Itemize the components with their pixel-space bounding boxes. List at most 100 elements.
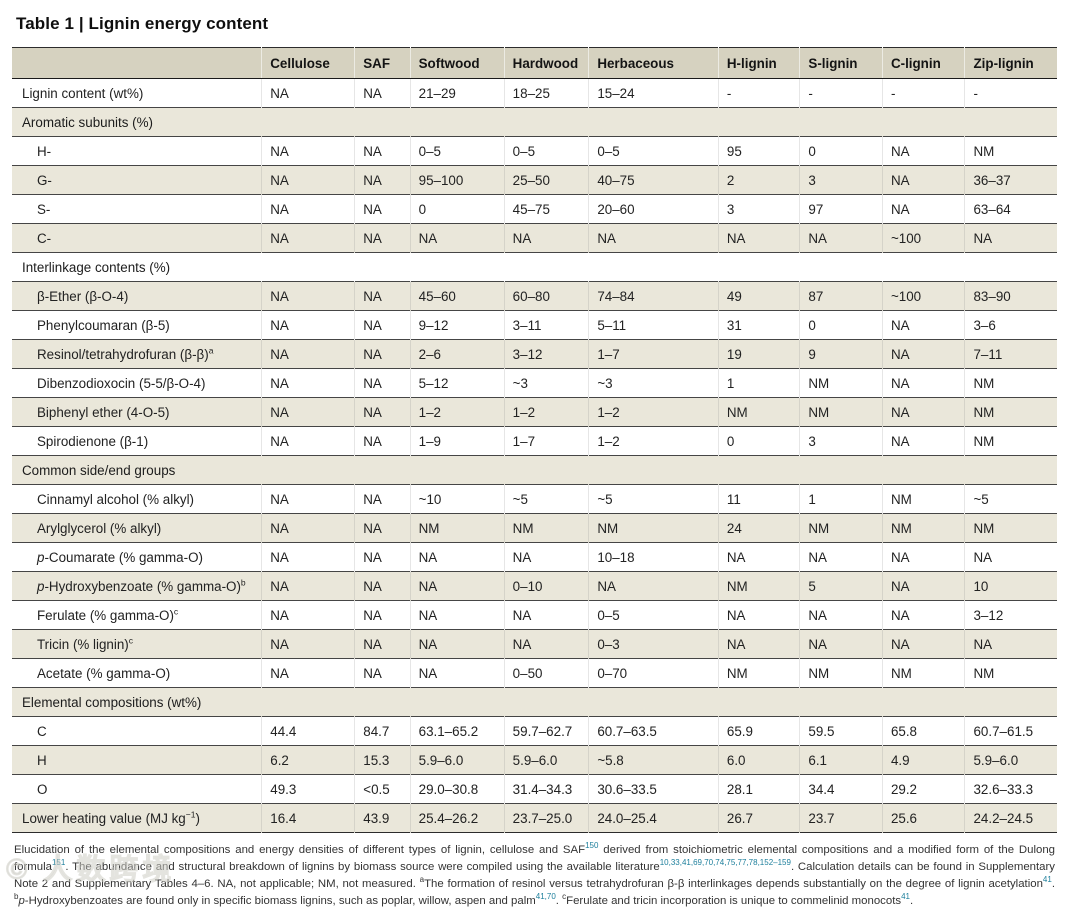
table-cell: NA xyxy=(881,542,965,572)
table-cell: NA xyxy=(881,339,965,369)
table-cell: 5 xyxy=(799,571,883,601)
table-cell: ~3 xyxy=(588,368,719,398)
table-cell: 31 xyxy=(717,310,800,340)
table-cell: 49 xyxy=(717,281,800,311)
row-label: Arylglycerol (% alkyl) xyxy=(12,513,262,543)
table-cell: 1–7 xyxy=(588,339,719,369)
row-label: Acetate (% gamma-O) xyxy=(37,665,171,681)
table-cell: NA xyxy=(354,310,411,340)
table-row: G- NA NA 95–100 25–50 40–75 2 3 NA 36–37 xyxy=(12,165,1057,195)
table-cell: 3–11 xyxy=(503,310,589,340)
column-header-hardwood: Hardwood xyxy=(503,47,589,79)
header-row: Cellulose SAF Softwood Hardwood Herbaceous H-… xyxy=(12,47,1057,79)
row-label: p-Hydroxybenzoate (% gamma-O)b xyxy=(12,571,262,601)
table-cell: ~5 xyxy=(503,484,589,514)
column-header-softwood: Softwood xyxy=(409,47,505,79)
section-row: Interlinkage contents (%) xyxy=(12,252,1057,282)
table-cell: NM xyxy=(964,368,1057,398)
table-cell: 63.1–65.2 xyxy=(409,716,505,746)
table-cell: 20–60 xyxy=(588,194,719,224)
table-cell: NA xyxy=(588,571,719,601)
table-row: Lignin content (wt%) NA NA 21–29 18–25 15–24-… xyxy=(12,78,1057,108)
table-cell: NM xyxy=(588,513,719,543)
table-cell: 5–11 xyxy=(588,310,719,340)
table-cell: 0–5 xyxy=(503,136,589,166)
table-cell: 10 xyxy=(964,571,1057,601)
table-cell: 23.7–25.0 xyxy=(503,803,589,833)
table-cell: 19 xyxy=(717,339,800,369)
table-row: Dibenzodioxocin (5-5/β-O-4) NA NA 5–12 ~3 ~3 1… xyxy=(12,368,1057,398)
table-cell: NM xyxy=(964,136,1057,166)
table-cell: NA xyxy=(964,223,1057,253)
table-row: Resinol/tetrahydrofuran (β-β)a NA NA 2–6 3–1… xyxy=(12,339,1057,369)
table-row: Spirodienone (β-1) NA NA 1–9 1–7 1–2 0 3 NA NM xyxy=(12,426,1057,456)
table-cell: 24.2–24.5 xyxy=(964,803,1057,833)
table-cell: 29.2 xyxy=(881,774,965,804)
table-cell: 24 xyxy=(717,513,800,543)
table-cell: 3 xyxy=(799,426,883,456)
row-label: Spirodienone (β-1) xyxy=(37,433,149,449)
table-cell: 1–2 xyxy=(588,426,719,456)
table-cell: 3–12 xyxy=(503,339,589,369)
table-cell: NA xyxy=(409,571,505,601)
table-row: S- NA NA 0 45–75 20–60 3 97 NA 63–64 xyxy=(12,194,1057,224)
table-cell: 25.4–26.2 xyxy=(409,803,505,833)
table-cell: NM xyxy=(717,658,800,688)
column-header-zip-lignin: Zip-lignin xyxy=(964,47,1057,79)
table-cell: 28.1 xyxy=(717,774,800,804)
table-cell: NA xyxy=(799,542,883,572)
column-header-saf: SAF xyxy=(354,47,411,79)
table-cell: 40–75 xyxy=(588,165,719,195)
table-cell: NA xyxy=(261,136,355,166)
row-label: Resinol/tetrahydrofuran (β-β)a xyxy=(12,339,262,369)
table-cell: ~100 xyxy=(881,223,965,253)
column-header-herbaceous: Herbaceous xyxy=(588,47,719,79)
table-cell: NA xyxy=(881,165,965,195)
table-cell: 1–2 xyxy=(503,397,589,427)
table-cell: - xyxy=(799,78,883,108)
row-label: Lower heating value (MJ kg−1) xyxy=(12,803,262,833)
table-cell: 63–64 xyxy=(964,194,1057,224)
table-cell: 9–12 xyxy=(409,310,505,340)
table-cell: 21–29 xyxy=(409,78,505,108)
table-cell: NM xyxy=(799,368,883,398)
table-cell: NA xyxy=(354,658,411,688)
row-label: Dibenzodioxocin (5-5/β-O-4) xyxy=(37,375,206,391)
table-row: Ferulate (% gamma-O)c NA NA NA NA 0–5 NA NA NA 3–… xyxy=(12,600,1057,630)
table-cell: 74–84 xyxy=(588,281,719,311)
table-cell: NA xyxy=(261,78,355,108)
table-cell: 3 xyxy=(717,194,800,224)
table-body: Lignin content (wt%) NA NA 21–29 18–25 15–24-… xyxy=(12,78,1057,833)
table-cell: ~3 xyxy=(503,368,589,398)
table-cell: NA xyxy=(261,281,355,311)
column-header-h-lignin: H-lignin xyxy=(717,47,800,79)
table-cell: 59.5 xyxy=(799,716,883,746)
table-cell: NA xyxy=(354,397,411,427)
section-label: Interlinkage contents (%) xyxy=(22,259,171,275)
table-cell: NA xyxy=(354,223,411,253)
table-cell: 31.4–34.3 xyxy=(503,774,589,804)
table-cell: NM xyxy=(409,513,505,543)
table-cell: 1–9 xyxy=(409,426,505,456)
table-cell: NM xyxy=(964,397,1057,427)
table-row: H 6.2 15.3 5.9–6.0 5.9–6.0 ~5.8 6.0 6.1 4.9 5.9–6… xyxy=(12,745,1057,775)
table-row: Lower heating value (MJ kg−1) 16.4 43.9 25.… xyxy=(12,803,1057,833)
column-header-s-lignin: S-lignin xyxy=(799,47,883,79)
table-cell: NA xyxy=(964,629,1057,659)
table-cell: 30.6–33.5 xyxy=(588,774,719,804)
table-cell: 3 xyxy=(799,165,883,195)
table-cell: 0 xyxy=(799,310,883,340)
section-row: Common side/end groups xyxy=(12,455,1057,485)
table-cell: NA xyxy=(354,194,411,224)
table-cell: 5.9–6.0 xyxy=(503,745,589,775)
table-row: Tricin (% lignin)c NA NA NA NA 0–3 NA NA NA NA xyxy=(12,629,1057,659)
row-label: C xyxy=(37,723,47,739)
table-header: Cellulose SAF Softwood Hardwood Herbaceous H-… xyxy=(12,47,1057,79)
table-cell: 5.9–6.0 xyxy=(409,745,505,775)
table-cell: NA xyxy=(503,223,589,253)
section-label: Elemental compositions (wt%) xyxy=(12,687,1057,717)
table-cell: NM xyxy=(881,513,965,543)
table-cell: NA xyxy=(354,136,411,166)
table-row: Cinnamyl alcohol (% alkyl) NA NA ~10 ~5 ~5 11 1… xyxy=(12,484,1057,514)
